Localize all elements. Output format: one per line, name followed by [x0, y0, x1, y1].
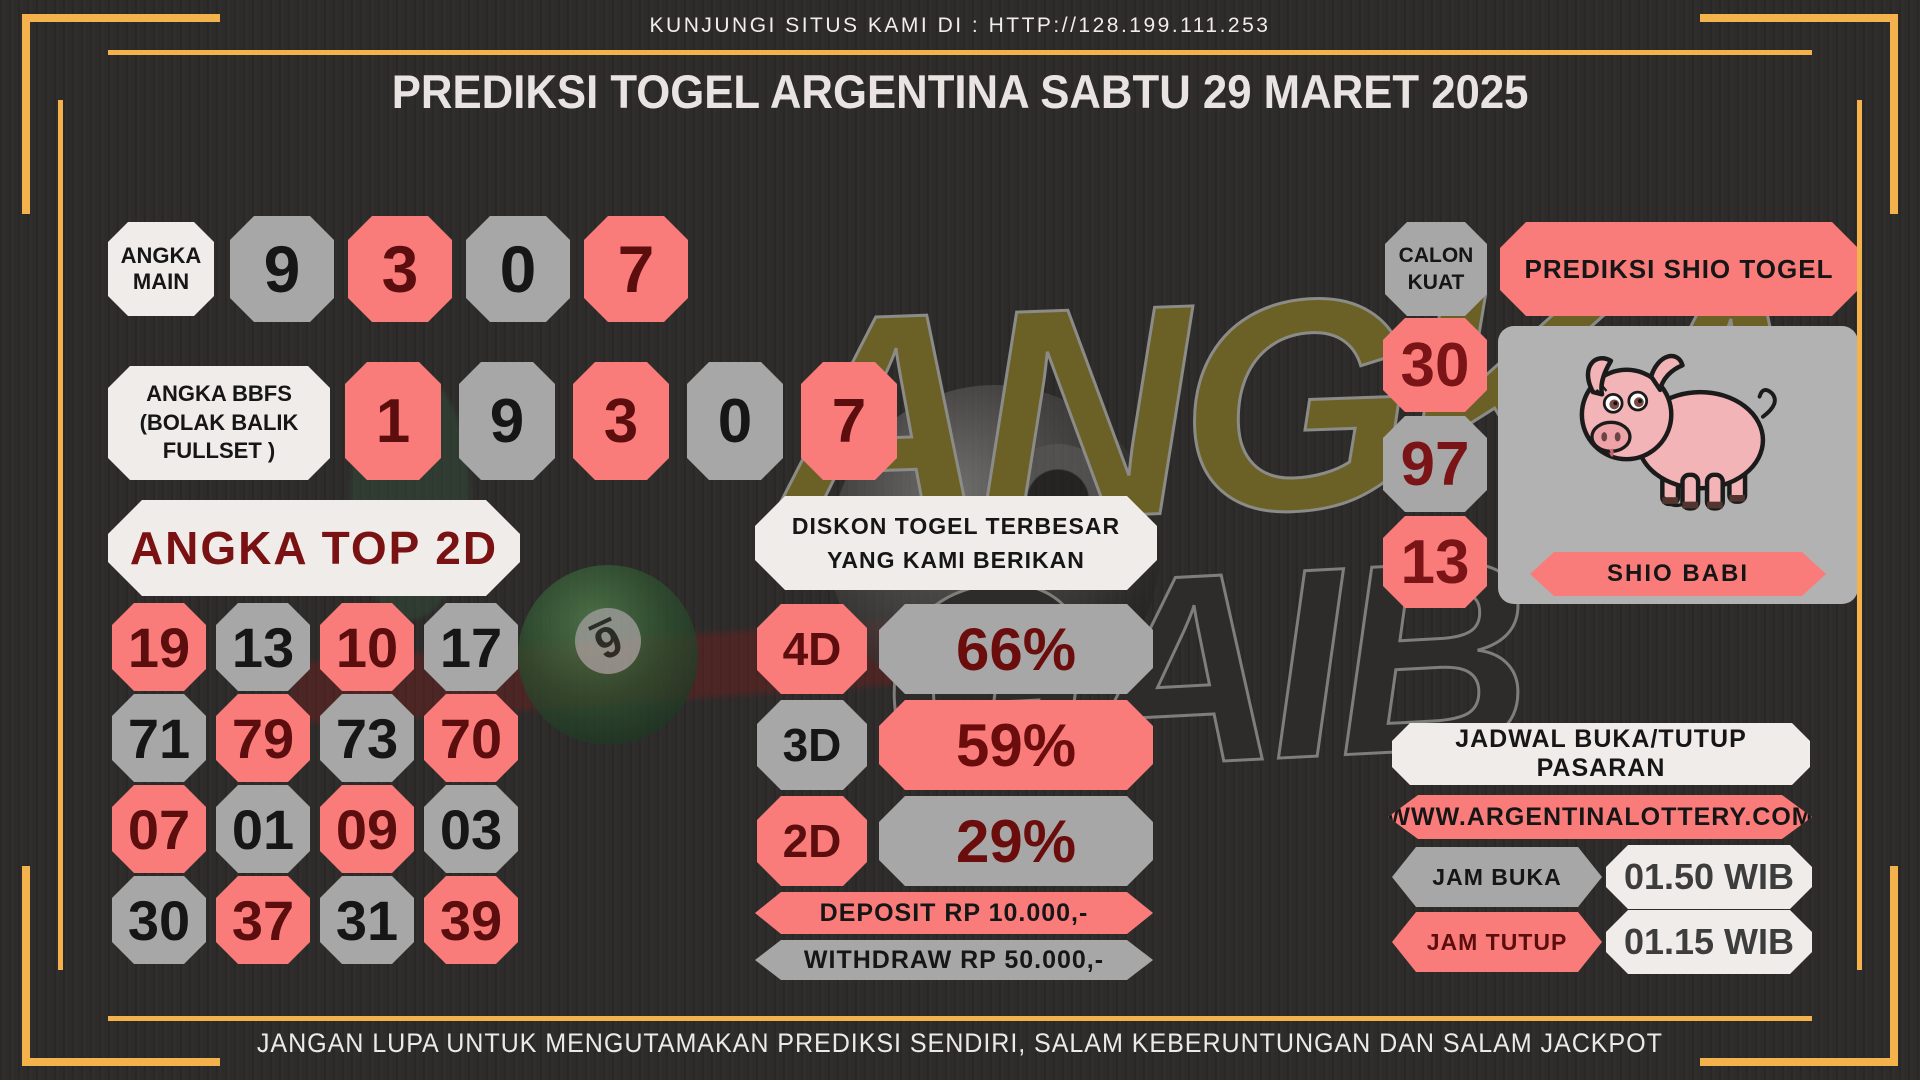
jam-buka-label: JAM BUKA: [1392, 847, 1602, 907]
top-2d-cell: 37: [216, 876, 310, 964]
angka-bbfs-digit: 0: [687, 362, 783, 480]
frame-corner-br-h: [1700, 1058, 1898, 1066]
top-2d-cell: 07: [112, 785, 206, 873]
angka-bbfs-digit: 7: [801, 362, 897, 480]
top-2d-cell: 70: [424, 694, 518, 782]
angka-main-digit: 3: [348, 216, 452, 322]
angka-main-digit: 9: [230, 216, 334, 322]
top-2d-cell: 19: [112, 603, 206, 691]
top-2d-cell: 13: [216, 603, 310, 691]
diskon-row-value: 29%: [879, 796, 1153, 886]
site-url-text[interactable]: KUNJUNGI SITUS KAMI DI : HTTP://128.199.…: [649, 14, 1271, 37]
frame-inner-line-left: [58, 100, 63, 970]
angka-bbfs-digit: 1: [345, 362, 441, 480]
withdraw-banner: WITHDRAW RP 50.000,-: [755, 940, 1153, 980]
top-2d-cell: 39: [424, 876, 518, 964]
top-2d-cell: 31: [320, 876, 414, 964]
angka-main-label: ANGKA MAIN: [108, 222, 214, 316]
angka-top-2d-title: ANGKA TOP 2D: [108, 500, 520, 596]
angka-main-digit: 0: [466, 216, 570, 322]
page-title: PREDIKSI TOGEL ARGENTINA SABTU 29 MARET …: [391, 65, 1529, 118]
diskon-row-label: 2D: [757, 796, 867, 886]
calon-kuat-number: 13: [1383, 516, 1487, 608]
frame-corner-bl-h: [22, 1058, 220, 1066]
jam-tutup-value: 01.15 WIB: [1606, 910, 1812, 974]
frame-corner-tr-v: [1890, 14, 1898, 214]
frame-corner-bl-v: [22, 866, 30, 1066]
diskon-row-label: 3D: [757, 700, 867, 790]
frame-corner-br-v: [1890, 866, 1898, 1066]
shio-animal-banner: SHIO BABI: [1530, 552, 1826, 596]
diskon-title: DISKON TOGEL TERBESAR YANG KAMI BERIKAN: [755, 496, 1157, 590]
calon-kuat-label: CALON KUAT: [1385, 222, 1487, 316]
angka-main-digit: 7: [584, 216, 688, 322]
angka-bbfs-digit: 9: [459, 362, 555, 480]
jam-buka-value: 01.50 WIB: [1606, 845, 1812, 909]
frame-inner-line-right: [1857, 100, 1862, 970]
frame-line-bottom: [108, 1016, 1812, 1021]
jadwal-title: JADWAL BUKA/TUTUP PASARAN: [1392, 723, 1810, 785]
billiard-6ball-decoration: 6: [518, 565, 698, 745]
calon-kuat-number: 97: [1383, 416, 1487, 512]
shio-panel: SHIO BABI: [1498, 326, 1858, 604]
top-2d-cell: 03: [424, 785, 518, 873]
top-2d-cell: 17: [424, 603, 518, 691]
diskon-row-value: 66%: [879, 604, 1153, 694]
footer-disclaimer: JANGAN LUPA UNTUK MENGUTAMAKAN PREDIKSI …: [257, 1028, 1663, 1058]
top-2d-cell: 30: [112, 876, 206, 964]
frame-corner-tl-v: [22, 14, 30, 214]
deposit-banner: DEPOSIT RP 10.000,-: [755, 892, 1153, 934]
top-2d-cell: 09: [320, 785, 414, 873]
frame-corner-tl-h: [22, 14, 220, 22]
top-2d-cell: 01: [216, 785, 310, 873]
angka-bbfs-label: ANGKA BBFS (BOLAK BALIK FULLSET ): [108, 366, 330, 480]
top-2d-cell: 73: [320, 694, 414, 782]
billiard-6ball-number: 6: [564, 596, 652, 685]
jam-tutup-label: JAM TUTUP: [1392, 912, 1602, 972]
top-2d-cell: 79: [216, 694, 310, 782]
prediksi-shio-title: PREDIKSI SHIO TOGEL: [1500, 222, 1858, 316]
angka-bbfs-digit: 3: [573, 362, 669, 480]
pig-illustration: [1579, 353, 1777, 511]
frame-corner-tr-h: [1700, 14, 1898, 22]
lottery-website-link[interactable]: WWW.ARGENTINALOTTERY.COM: [1388, 795, 1812, 839]
diskon-row-label: 4D: [757, 604, 867, 694]
top-2d-cell: 10: [320, 603, 414, 691]
diskon-row-value: 59%: [879, 700, 1153, 790]
top-2d-cell: 71: [112, 694, 206, 782]
frame-line-top: [108, 50, 1812, 55]
calon-kuat-number: 30: [1383, 318, 1487, 412]
